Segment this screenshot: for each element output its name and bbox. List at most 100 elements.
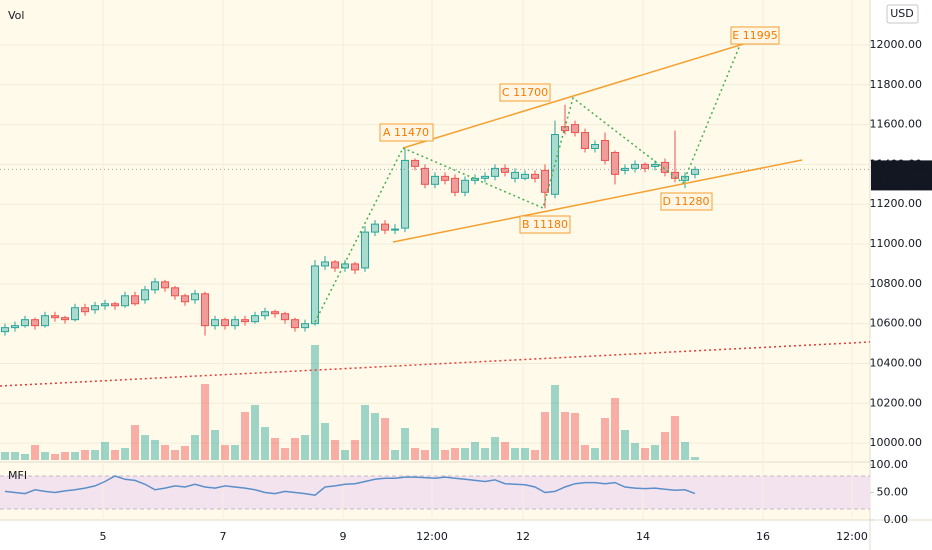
volume-bar: [391, 450, 399, 460]
wave-path: [314, 44, 741, 323]
candle-body: [491, 167, 499, 177]
candle-body: [571, 124, 579, 134]
candle-body: [691, 168, 699, 175]
y-tick-label: 10800.00: [870, 277, 923, 290]
annotation-box: [519, 215, 571, 234]
annotation-box: [660, 192, 713, 211]
candle-body: [321, 261, 329, 267]
volume-bar: [311, 345, 319, 460]
volume-bar: [171, 450, 179, 460]
candle-body: [61, 317, 69, 321]
volume-bar: [71, 452, 79, 460]
candle-body: [141, 289, 149, 301]
candle-body: [431, 175, 439, 185]
x-tick-label: 16: [756, 530, 770, 543]
volume-label: Vol: [8, 9, 24, 22]
trend-line: [0, 341, 871, 387]
candle-body: [11, 325, 19, 329]
currency-box[interactable]: [886, 4, 919, 24]
candle-body: [1, 327, 9, 333]
candle-body: [371, 223, 379, 233]
candle-body: [231, 319, 239, 327]
volume-bar: [451, 448, 459, 460]
volume-bar: [421, 450, 429, 460]
volume-bar: [191, 435, 199, 460]
annotation: E 11995: [732, 29, 777, 42]
volume-bar: [651, 445, 659, 460]
annotation-box: [379, 123, 434, 142]
candle-body: [281, 313, 289, 321]
volume-bar: [361, 405, 369, 460]
candle-body: [301, 323, 309, 329]
candle-body: [391, 228, 399, 231]
last-price-box: [871, 160, 932, 191]
candle-body: [131, 295, 139, 305]
volume-bar: [51, 454, 59, 460]
volume-bar: [211, 430, 219, 460]
candle-body: [401, 159, 409, 229]
volume-bar: [621, 430, 629, 460]
volume-bar: [671, 416, 679, 460]
volume-bar: [321, 423, 329, 460]
mfi-tick-label: 100.00: [870, 458, 909, 471]
volume-bar: [571, 413, 579, 460]
candle-body: [471, 177, 479, 181]
candle-body: [91, 305, 99, 311]
volume-bar: [591, 448, 599, 460]
candle-body: [671, 171, 679, 179]
channel-upper: [402, 41, 751, 149]
candle-body: [551, 134, 559, 195]
candle-body: [171, 287, 179, 297]
pane-background: [0, 0, 870, 520]
y-tick-label: 12000.00: [870, 38, 923, 51]
candle-body: [641, 163, 649, 169]
volume-bar: [111, 450, 119, 460]
candle-body: [411, 159, 419, 167]
candle-body: [71, 307, 79, 321]
candle-body: [291, 319, 299, 329]
candle-body: [541, 169, 549, 193]
candle-body: [651, 163, 659, 167]
candle-body: [261, 311, 269, 317]
volume-bar: [101, 442, 109, 460]
candle-body: [81, 307, 89, 313]
candle-body: [441, 175, 449, 181]
x-tick-label: 14: [636, 530, 650, 543]
candle-body: [481, 175, 489, 179]
volume-bar: [201, 384, 209, 460]
annotation: C 11700: [502, 86, 548, 99]
x-tick-label: 5: [100, 530, 107, 543]
indicator-label: MFI: [8, 469, 27, 482]
volume-bar: [481, 448, 489, 460]
candle-body: [311, 265, 319, 325]
volume-bar: [431, 428, 439, 460]
volume-bar: [161, 445, 169, 460]
volume-bar: [611, 398, 619, 460]
volume-bar: [41, 452, 49, 460]
volume-bar: [301, 435, 309, 460]
y-tick-label: 10200.00: [870, 396, 923, 409]
volume-bar: [181, 446, 189, 460]
volume-bar: [641, 448, 649, 460]
candle-body: [221, 319, 229, 327]
y-tick-label: 10400.00: [870, 356, 923, 369]
countdown: 03:27:15: [876, 176, 925, 189]
last-price-label: 11374.90: [873, 162, 926, 175]
currency[interactable]: USD: [890, 7, 914, 20]
volume-bar: [141, 435, 149, 460]
candle-body: [501, 167, 509, 173]
candle-body: [421, 167, 429, 185]
volume-bar: [541, 412, 549, 460]
volume-bar: [561, 412, 569, 460]
volume-bar: [121, 448, 129, 460]
candle-body: [41, 315, 49, 327]
volume-bar: [261, 427, 269, 460]
volume-bar: [281, 448, 289, 460]
candle-body: [381, 223, 389, 231]
volume-bar: [331, 440, 339, 460]
volume-bar: [371, 413, 379, 460]
volume-bar: [351, 440, 359, 460]
annotation-box: [730, 26, 780, 45]
candle-body: [531, 173, 539, 179]
